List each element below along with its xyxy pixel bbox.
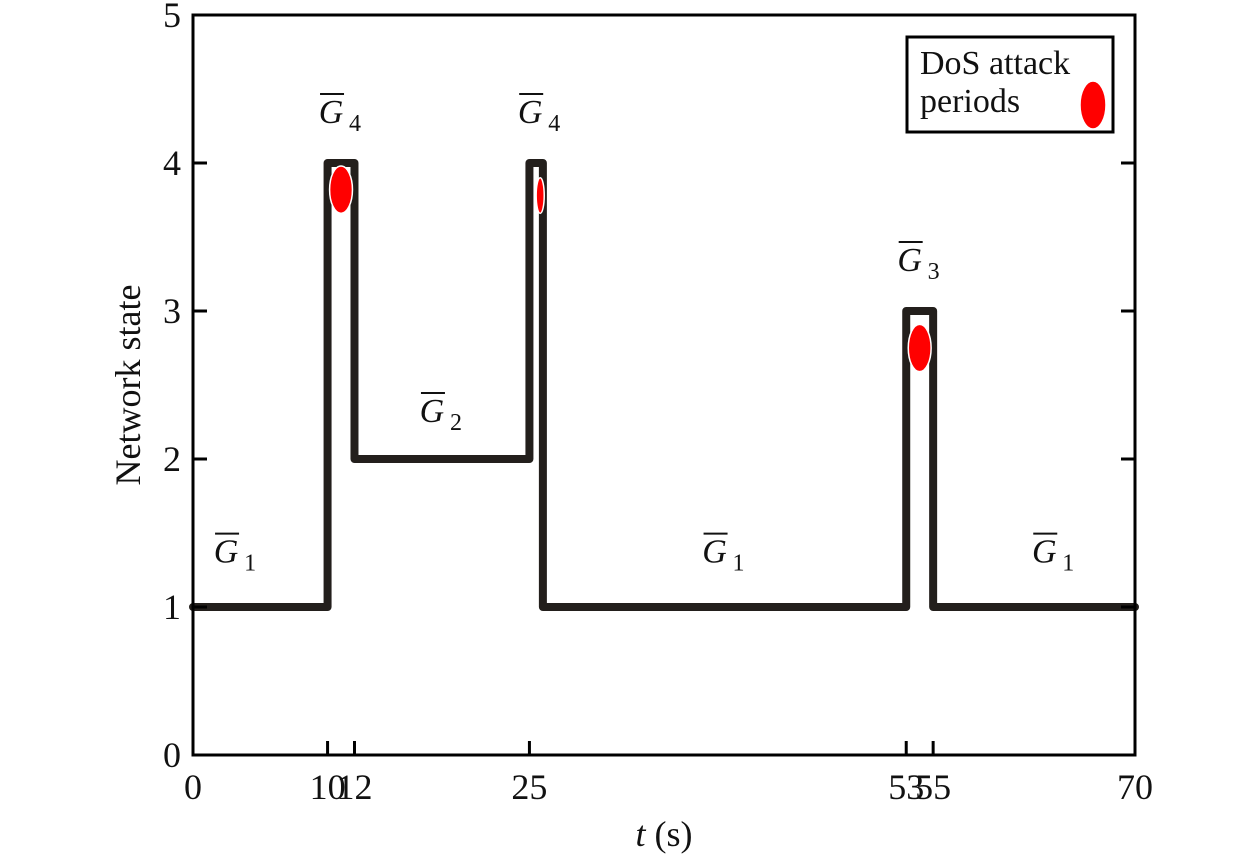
- state-annotation-letter: G: [897, 242, 922, 279]
- legend-label-line1: DoS attack: [920, 45, 1070, 82]
- y-tick-label: 3: [163, 291, 181, 331]
- dos-attack-marker: [535, 177, 545, 215]
- network-state-line: [189, 159, 1139, 611]
- y-tick-label: 5: [163, 0, 181, 35]
- state-annotation-letter: G: [319, 94, 344, 131]
- x-tick-label: 0: [184, 767, 202, 807]
- y-axis-label: Network state: [108, 285, 148, 486]
- state-annotation-letter: G: [420, 393, 445, 430]
- y-tick-label: 1: [163, 587, 181, 627]
- state-annotation-subscript: 4: [548, 111, 560, 137]
- state-annotation-subscript: 1: [1062, 551, 1074, 577]
- state-annotation-subscript: 1: [244, 551, 256, 577]
- state-annotation-letter: G: [214, 534, 239, 571]
- state-annotation-letter: G: [1032, 534, 1057, 571]
- y-tick-label: 0: [163, 735, 181, 775]
- x-tick-label: 25: [511, 767, 547, 807]
- annotation-layer: G 1G 4 G 4G 2G 1G 3G 1: [214, 93, 1074, 577]
- plot-layer: [189, 159, 1139, 611]
- legend-box: [905, 35, 1115, 134]
- state-annotation-subscript: 4: [349, 111, 361, 137]
- dos-attack-marker: [328, 165, 354, 215]
- x-axis-label-var: t: [635, 814, 646, 854]
- y-tick-label: 4: [163, 143, 181, 183]
- x-axis-label-unit: (s): [646, 814, 693, 854]
- state-annotation-subscript: 3: [928, 259, 940, 285]
- legend-dos-marker: [1079, 80, 1107, 130]
- x-tick-label: 53: [888, 767, 924, 807]
- legend: DoS attack periods: [905, 35, 1115, 134]
- legend-label-line2: periods: [920, 83, 1020, 120]
- x-axis-label: t (s): [635, 814, 692, 854]
- x-tick-label: 10: [310, 767, 346, 807]
- dos-attack-marker: [907, 323, 932, 373]
- state-annotation-subscript: 2: [450, 410, 462, 436]
- y-tick-label: 2: [163, 439, 181, 479]
- x-tick-label: 70: [1117, 767, 1153, 807]
- x-tick-label: 55: [915, 767, 951, 807]
- state-annotation-letter: G: [702, 534, 727, 571]
- state-annotation-letter: G: [518, 94, 543, 131]
- plot-frame: [191, 13, 1137, 757]
- x-tick-label: 12: [336, 767, 372, 807]
- state-annotation-subscript: 1: [733, 551, 745, 577]
